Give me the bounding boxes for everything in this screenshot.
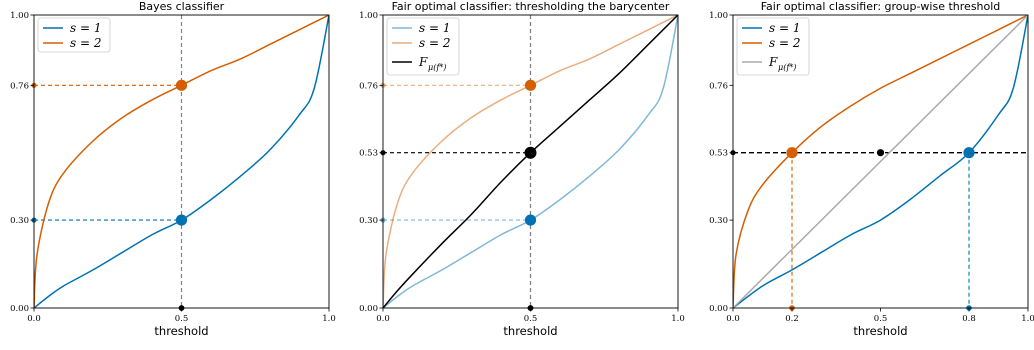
y-tick-label: 0.30	[359, 216, 378, 226]
legend-label: F	[418, 55, 428, 69]
x-tick-label: 0.8	[962, 314, 976, 324]
x-axis-label: threshold	[154, 324, 208, 338]
x-tick-label: 0.0	[726, 314, 740, 324]
y-tick-label: 0.00	[10, 304, 29, 314]
y-tick-label: 0.30	[10, 216, 29, 226]
plot-area	[733, 15, 1028, 308]
chart-panel-2: Fair optimal classifier: thresholding th…	[359, 0, 685, 338]
legend-label: s = 1	[70, 21, 101, 35]
chart-title: Fair optimal classifier: thresholding th…	[392, 0, 670, 13]
y-tick-label: 1.00	[709, 11, 728, 21]
legend-subscript: μ(f*)	[428, 63, 446, 72]
legend-subscript: μ(f*)	[778, 63, 796, 72]
y-tick-label: 0.53	[359, 149, 378, 159]
y-tick-label: 0.76	[709, 81, 728, 91]
y-tick-label: 0.76	[10, 81, 29, 91]
series-line-s2	[383, 15, 678, 308]
chart-panel-3: Fair optimal classifier: group-wise thre…	[709, 0, 1034, 338]
y-tick-label: 0.76	[359, 81, 378, 91]
data-point	[524, 79, 537, 91]
legend-label: F	[768, 55, 778, 69]
series-line-s2	[733, 15, 1028, 308]
data-point	[524, 146, 537, 159]
chart-title: Bayes classifier	[139, 0, 225, 13]
data-point	[524, 214, 537, 226]
legend-label: s = 2	[419, 36, 450, 50]
data-point	[876, 149, 885, 157]
legend-box	[386, 17, 460, 76]
x-tick-label: 1.0	[322, 314, 336, 324]
series-line-bary	[383, 15, 678, 308]
x-axis-label: threshold	[853, 324, 907, 338]
plot-area	[34, 15, 329, 308]
y-tick-label: 1.00	[359, 11, 378, 21]
x-tick-label: 1.0	[1021, 314, 1034, 324]
legend-label: s = 1	[419, 21, 450, 35]
x-tick-label: 1.0	[671, 314, 685, 324]
legend-label: s = 2	[769, 36, 800, 50]
x-tick-label: 0.5	[175, 314, 189, 324]
y-tick-label: 0.30	[709, 216, 728, 226]
data-point	[786, 147, 798, 159]
y-tick-label: 0.53	[709, 149, 728, 159]
data-point	[963, 147, 975, 159]
legend-label: s = 2	[70, 36, 101, 50]
x-tick-label: 0.0	[376, 314, 390, 324]
data-point	[175, 214, 188, 226]
y-tick-label: 0.00	[709, 304, 728, 314]
y-tick-label: 0.00	[359, 304, 378, 314]
legend-label: s = 1	[769, 21, 800, 35]
y-tick-label: 1.00	[10, 11, 29, 21]
x-tick-label: 0.2	[785, 314, 799, 324]
series-line-s1	[733, 15, 1028, 308]
series-line-s2	[34, 15, 329, 308]
chart-panel-1: Bayes classifier 0.0 0.5 1.0 0.00 0.30 0.76 1.0…	[10, 0, 336, 338]
series-line-diag	[733, 15, 1028, 308]
chart-title: Fair optimal classifier: group-wise thre…	[761, 0, 1001, 13]
x-tick-label: 0.5	[874, 314, 888, 324]
legend-box	[736, 17, 810, 76]
x-tick-label: 0.5	[524, 314, 538, 324]
x-tick-label: 0.0	[27, 314, 41, 324]
data-point	[175, 79, 188, 91]
x-axis-label: threshold	[503, 324, 557, 338]
